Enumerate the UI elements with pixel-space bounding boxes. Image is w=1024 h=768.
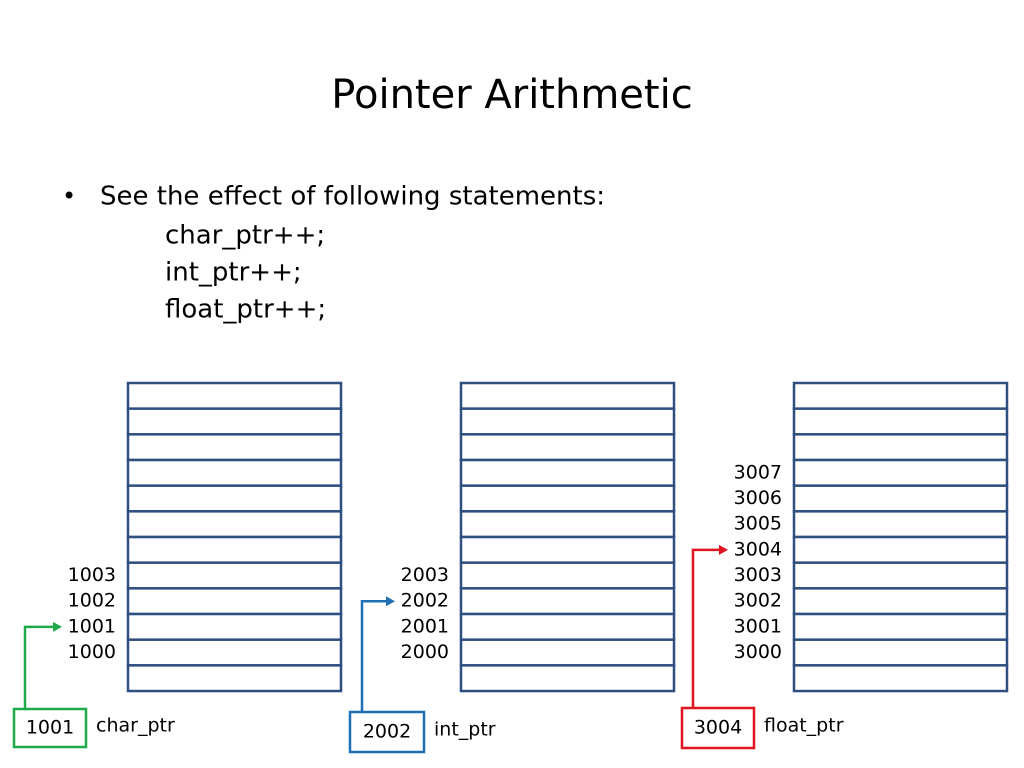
memory-cell (792, 587, 1009, 616)
memory-cell (459, 381, 676, 410)
address-label: 3006 (734, 487, 782, 509)
memory-cell (459, 433, 676, 462)
address-label: 2000 (401, 641, 449, 663)
memory-cell (459, 510, 676, 539)
pointer-value: 3004 (694, 717, 742, 739)
pointer-arrow (23, 625, 60, 709)
address-label: 1002 (68, 590, 116, 612)
memory-cell (126, 587, 343, 616)
memory-cell (126, 484, 343, 513)
pointer-value: 1001 (26, 717, 74, 739)
memory-cell (792, 381, 1009, 410)
memory-cell (792, 535, 1009, 564)
memory-cell (459, 535, 676, 564)
address-label: 2002 (401, 590, 449, 612)
statement: float_ptr++; (165, 295, 326, 325)
memory-cell (792, 510, 1009, 539)
memory-cell (126, 664, 343, 693)
memory-cell (792, 638, 1009, 667)
address-label: 3000 (734, 641, 782, 663)
statement: int_ptr++; (165, 258, 302, 288)
memory-cell (459, 638, 676, 667)
address-label: 3003 (734, 564, 782, 586)
statement: char_ptr++; (165, 221, 325, 251)
arrow-head (53, 621, 62, 632)
memory-cell (126, 535, 343, 564)
pointer-box (680, 706, 756, 750)
memory-cell (126, 433, 343, 462)
pointer-name: char_ptr (96, 715, 175, 737)
bullet-dot: • (62, 182, 76, 210)
memory-cell (792, 433, 1009, 462)
arrow-head (386, 596, 395, 607)
pointer-arrow (691, 548, 726, 708)
pointer-arrow (360, 599, 393, 712)
address-label: 1001 (68, 615, 116, 637)
address-label: 1000 (68, 641, 116, 663)
memory-cell (459, 484, 676, 513)
memory-cell (126, 407, 343, 436)
memory-cell (126, 612, 343, 641)
address-label: 3002 (734, 590, 782, 612)
memory-cell (459, 587, 676, 616)
memory-cell (459, 407, 676, 436)
memory-cell (792, 407, 1009, 436)
memory-cell (459, 458, 676, 487)
arrow-head (719, 544, 728, 555)
pointer-name: float_ptr (764, 715, 844, 737)
address-label: 3004 (734, 538, 782, 560)
memory-cell (126, 458, 343, 487)
memory-cell (459, 561, 676, 590)
memory-cell (126, 561, 343, 590)
pointer-name: int_ptr (434, 719, 496, 741)
memory-cell (792, 612, 1009, 641)
pointer-box (348, 710, 426, 754)
slide-title: Pointer Arithmetic (331, 72, 692, 118)
memory-cell (792, 561, 1009, 590)
memory-cell (126, 381, 343, 410)
address-label: 3001 (734, 615, 782, 637)
address-label: 3005 (734, 513, 782, 535)
address-label: 2003 (401, 564, 449, 586)
memory-cell (126, 510, 343, 539)
memory-cell (792, 664, 1009, 693)
memory-cell (792, 458, 1009, 487)
address-label: 2001 (401, 615, 449, 637)
memory-cell (459, 612, 676, 641)
memory-cell (126, 638, 343, 667)
pointer-value: 2002 (363, 721, 411, 743)
bullet-text: See the effect of following statements: (100, 182, 605, 212)
memory-cell (459, 664, 676, 693)
memory-cell (792, 484, 1009, 513)
pointer-box (12, 707, 88, 749)
address-label: 1003 (68, 564, 116, 586)
address-label: 3007 (734, 461, 782, 483)
